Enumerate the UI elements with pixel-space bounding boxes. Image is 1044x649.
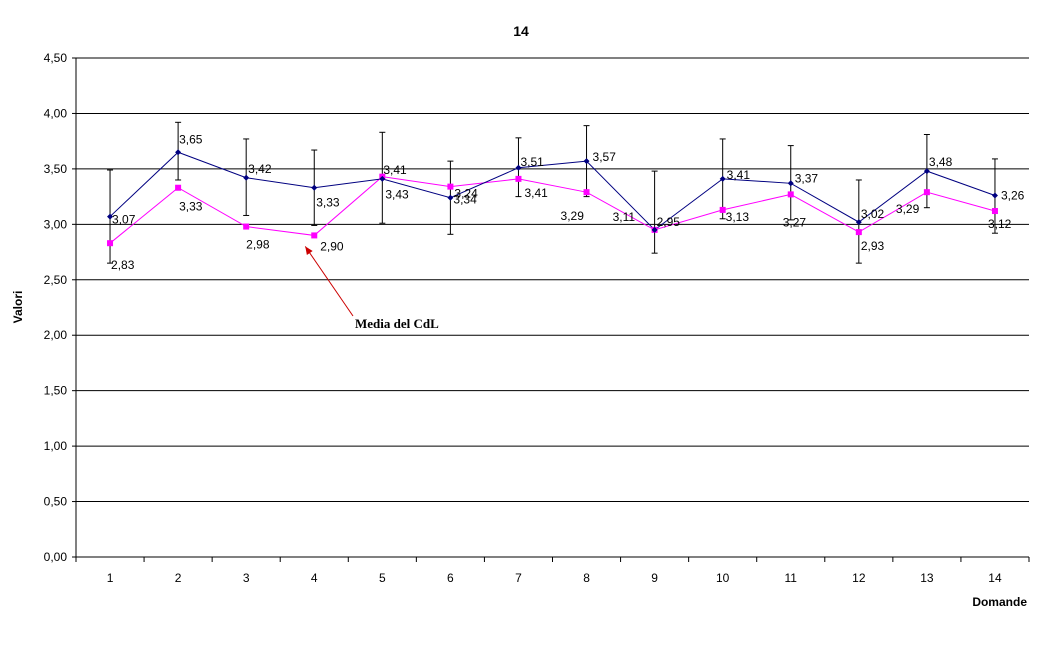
series-2-data-label: 3,11 [613, 210, 636, 224]
x-tick-label: 4 [311, 571, 318, 585]
y-tick-label: 1,50 [44, 384, 68, 398]
series-1-data-label: 2,95 [657, 215, 681, 229]
series-lines [109, 151, 996, 244]
x-tick-label: 6 [447, 571, 454, 585]
y-axis-label: Valori [11, 291, 25, 324]
series-1-point [991, 192, 998, 199]
y-tick-label: 1,00 [44, 439, 68, 453]
series-1-data-label: 3,48 [929, 155, 953, 169]
series-1-data-label: 3,33 [316, 196, 340, 210]
series-1-data-label: 3,24 [454, 187, 478, 201]
y-tick-label: 3,00 [44, 217, 68, 231]
series-1-point [923, 168, 930, 175]
series-1-point [651, 226, 658, 233]
series-2-data-label: 3,34 [453, 193, 477, 207]
series-2-data-label: 3,41 [524, 186, 548, 200]
series-1-point [855, 219, 862, 226]
y-tick-label: 4,50 [44, 51, 68, 65]
y-tick-label: 0,00 [44, 550, 68, 564]
y-tick-label: 0,50 [44, 495, 68, 509]
series-1-point [243, 174, 250, 181]
series-1-point [311, 184, 318, 191]
annotation-label: Media del CdL [355, 316, 439, 331]
x-tick-label: 14 [988, 571, 1002, 585]
series-1-point [379, 175, 386, 182]
series-2-data-label: 3,13 [726, 210, 750, 224]
series-2-data-label: 2,93 [861, 239, 885, 253]
chart-title: 14 [513, 23, 529, 39]
series-2-data-label: 3,43 [385, 188, 409, 202]
series-2-point [175, 184, 182, 191]
series-1-point [175, 149, 182, 156]
x-tick-label: 9 [651, 571, 658, 585]
annotation-arrow-head [305, 246, 313, 255]
gridlines [76, 57, 1029, 558]
series-2-data-label: 3,12 [988, 217, 1012, 231]
series-2-data-label: 2,83 [111, 258, 135, 272]
series-1-point [107, 213, 114, 220]
series-2-point [991, 208, 998, 215]
series-1-data-label: 3,65 [179, 132, 203, 146]
series-1-data-label: 3,07 [112, 213, 136, 227]
y-tick-label: 3,50 [44, 162, 68, 176]
x-tick-label: 3 [243, 571, 250, 585]
x-tick-label: 5 [379, 571, 386, 585]
series-1-data-label: 3,26 [1001, 189, 1025, 203]
series-2-point [515, 175, 522, 182]
series-2-data-label: 2,90 [320, 239, 344, 253]
x-tick-label: 11 [785, 571, 798, 585]
x-tick-label: 10 [716, 571, 730, 585]
series-1-data-label: 3,51 [520, 155, 544, 169]
series-2-point [923, 189, 930, 196]
series-1-point [447, 194, 454, 201]
x-tick-label: 7 [515, 571, 522, 585]
series-2-point [107, 240, 114, 247]
series-1-point [583, 158, 590, 165]
x-axis-label: Domande [972, 595, 1027, 609]
annotation-arrow-line [304, 246, 354, 317]
series-1-point [787, 180, 794, 187]
series-2-data-label: 3,29 [896, 202, 920, 216]
y-tick-label: 4,00 [44, 106, 68, 120]
series-2-data-label: 3,29 [561, 209, 585, 223]
series-2-point [447, 183, 454, 190]
series-2-point [787, 191, 794, 198]
series-1-data-label: 3,41 [727, 168, 751, 182]
series-1-data-label: 3,02 [861, 207, 885, 221]
annotation: Media del CdL [304, 246, 439, 331]
series-1-point [719, 175, 726, 182]
series-2-data-label: 3,33 [179, 200, 203, 214]
series-1-data-label: 3,42 [248, 162, 272, 176]
series-2-data-label: 2,98 [246, 238, 270, 252]
series-2-point [311, 232, 318, 239]
series-1-point [515, 164, 522, 171]
series-1-data-label: 3,41 [383, 163, 407, 177]
x-tick-label: 8 [583, 571, 590, 585]
y-tick-label: 2,00 [44, 328, 68, 342]
series-2-point [855, 229, 862, 236]
x-tick-label: 12 [852, 571, 866, 585]
series-2-point [719, 206, 726, 213]
series-2-point [583, 189, 590, 196]
x-tick-label: 1 [107, 571, 114, 585]
series-1-data-label: 3,37 [795, 171, 819, 185]
series-1-data-label: 3,57 [593, 150, 617, 164]
series-2-point [243, 223, 250, 230]
series-line-1 [109, 151, 996, 231]
axes: 0,00 0,50 1,00 1,50 2,00 2,50 3,00 3,50 4,00 4,50… [44, 51, 1030, 585]
series-line-2 [109, 176, 996, 244]
series-markers [107, 149, 998, 247]
x-tick-label: 2 [175, 571, 182, 585]
x-tick-label: 13 [920, 571, 934, 585]
data-labels: 3,07 3,65 3,42 3,33 3,41 3,24 3,51 3,57 2,95 3,41… [111, 132, 1025, 272]
series-2-data-label: 3,27 [783, 215, 807, 229]
y-tick-label: 2,50 [44, 273, 68, 287]
